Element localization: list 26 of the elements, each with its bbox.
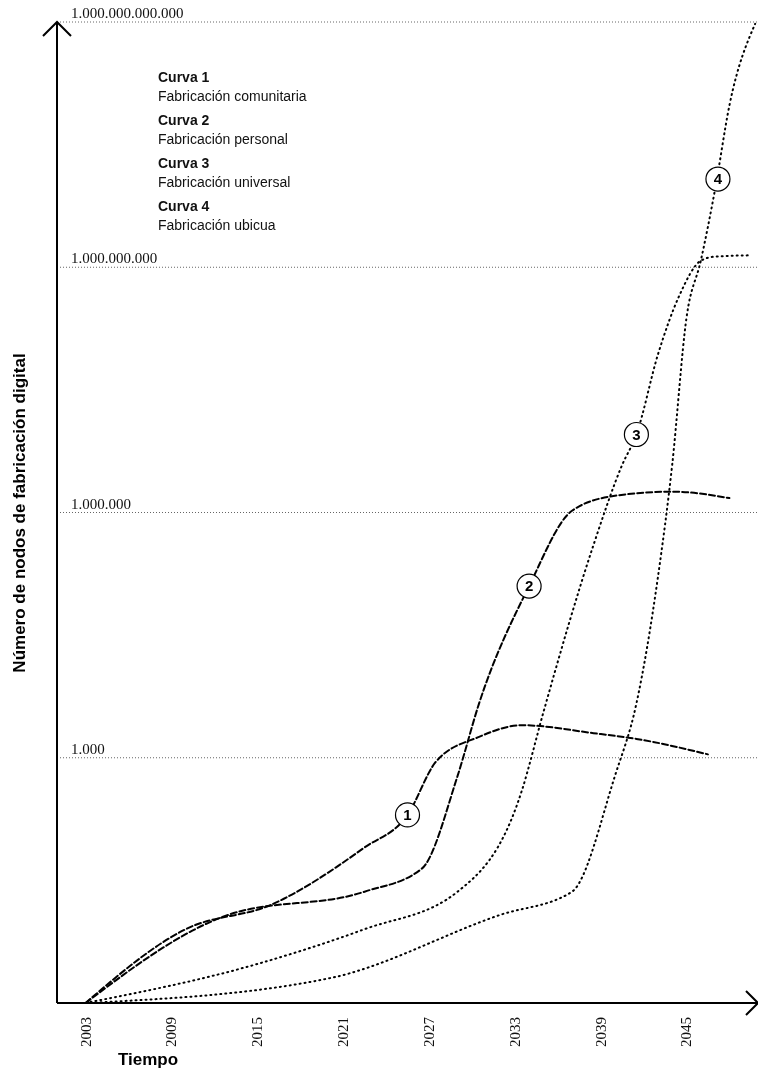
y-axis-title: Número de nodos de fabricación digital xyxy=(10,352,30,673)
x-tick-label: 2039 xyxy=(592,1017,609,1047)
x-tick-label: 2045 xyxy=(678,1017,695,1047)
text: Fabricación universal xyxy=(158,174,291,190)
annotation: 1 xyxy=(403,806,412,824)
y-tick-label: 1.000.000.000.000 xyxy=(71,5,184,21)
text: Curva 3 xyxy=(158,155,210,171)
x-tick-label: 2009 xyxy=(163,1017,180,1047)
text: Curva 1 xyxy=(158,69,210,85)
y-tick-label: 1.000 xyxy=(71,740,105,757)
x-tick-label: 2021 xyxy=(335,1017,352,1047)
text: Fabricación ubicua xyxy=(158,217,276,233)
x-tick-label: 2027 xyxy=(420,1016,437,1047)
y-tick-label: 1.000.000.000 xyxy=(71,250,158,267)
text: Curva 2 xyxy=(158,112,210,128)
x-axis-title: Tiempo xyxy=(118,1050,179,1070)
text: Fabricación comunitaria xyxy=(158,88,307,104)
x-tick-label: 2003 xyxy=(77,1017,94,1047)
x-tick-label: 2033 xyxy=(506,1017,523,1047)
annotation: 2 xyxy=(524,577,534,595)
annotation: 4 xyxy=(713,170,723,188)
annotation: 3 xyxy=(632,425,641,443)
text: Curva 4 xyxy=(158,198,210,214)
x-tick-label: 2015 xyxy=(249,1017,266,1047)
y-tick-label: 1.000.000 xyxy=(71,495,131,512)
text: Fabricación personal xyxy=(158,131,288,147)
